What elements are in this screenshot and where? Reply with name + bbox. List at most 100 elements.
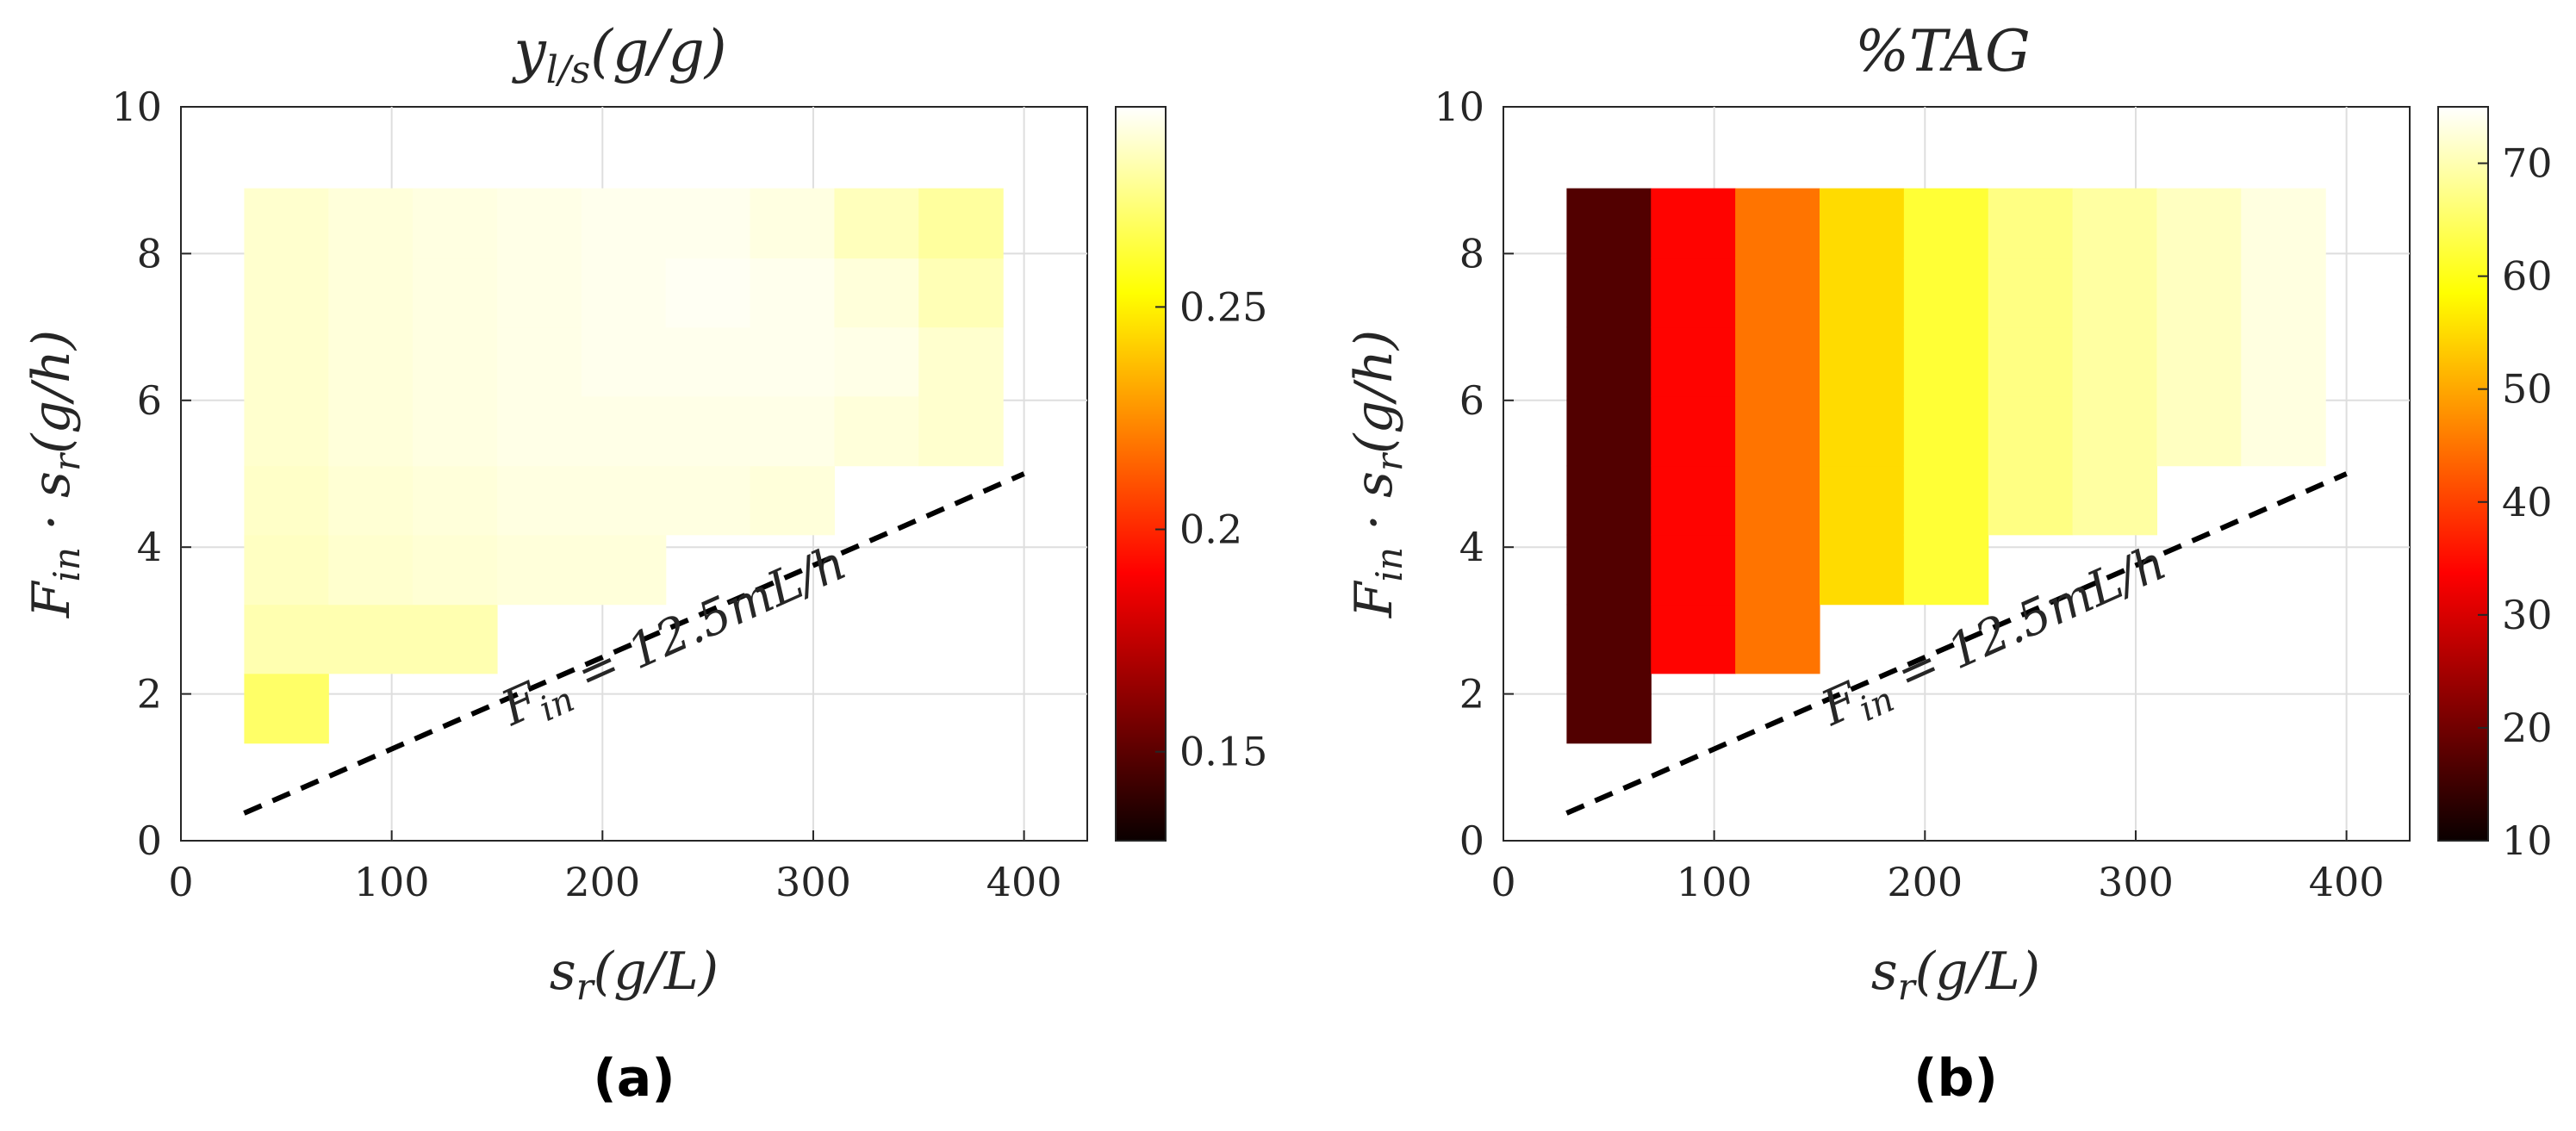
- heatmap-cell: [496, 465, 582, 536]
- colorbar-tick-label: 0.25: [1179, 283, 1267, 330]
- heatmap-cell: [1819, 465, 1905, 536]
- x-tick-label: 400: [986, 859, 1062, 905]
- x-tick-label: 200: [1887, 859, 1963, 905]
- heatmap-cell: [244, 326, 329, 397]
- heatmap-cell: [2072, 258, 2158, 328]
- heatmap-cell: [581, 326, 667, 397]
- panel-b-colorbar: [2437, 106, 2489, 842]
- heatmap-cell: [834, 188, 919, 259]
- y-tick-label: 8: [1459, 230, 1484, 277]
- heatmap-cell: [328, 604, 414, 674]
- x-tick-label: 300: [2098, 859, 2174, 905]
- x-tick-label: 300: [775, 859, 851, 905]
- heatmap-cell: [1651, 534, 1736, 606]
- heatmap-cell: [244, 258, 329, 328]
- heatmap-cell: [244, 604, 329, 674]
- y-tick-label: 2: [137, 671, 162, 718]
- heatmap-cell: [1903, 534, 1989, 606]
- heatmap-cell: [1903, 326, 1989, 397]
- heatmap-cell: [1735, 188, 1820, 259]
- panel-b-cells: [1566, 188, 2326, 744]
- heatmap-cell: [1566, 395, 1652, 467]
- colorbar-tick-label: 40: [2502, 479, 2553, 525]
- y-tick-label: 0: [137, 817, 162, 864]
- heatmap-cell: [1735, 395, 1820, 467]
- y-tick-label: 4: [137, 524, 162, 570]
- heatmap-cell: [665, 395, 751, 467]
- heatmap-cell: [328, 534, 414, 606]
- heatmap-cell: [581, 258, 667, 328]
- heatmap-cell: [2072, 188, 2158, 259]
- heatmap-cell: [496, 258, 582, 328]
- y-tick-label: 6: [1459, 377, 1484, 424]
- heatmap-cell: [2072, 395, 2158, 467]
- y-tick-label: 10: [1434, 84, 1484, 130]
- panel-b-dashed-line: [1565, 471, 2348, 816]
- heatmap-cell: [1819, 534, 1905, 606]
- heatmap-cell: [581, 395, 667, 467]
- heatmap-cell: [1651, 465, 1736, 536]
- heatmap-cell: [918, 326, 1004, 397]
- heatmap-cell: [1988, 258, 2074, 328]
- heatmap-cell: [1903, 395, 1989, 467]
- heatmap-cell: [1988, 465, 2074, 536]
- boundary-line: [1565, 471, 2348, 816]
- heatmap-cell: [665, 188, 751, 259]
- heatmap-cell: [1903, 465, 1989, 536]
- heatmap-cell: [1903, 258, 1989, 328]
- colorbar-tick-label: 50: [2502, 366, 2553, 413]
- y-tick-label: 6: [137, 377, 162, 424]
- heatmap-cell: [2156, 258, 2242, 328]
- heatmap-cell: [918, 395, 1004, 467]
- heatmap-cell: [581, 465, 667, 536]
- y-tick-label: 8: [137, 230, 162, 277]
- heatmap-cell: [834, 395, 919, 467]
- heatmap-cell: [750, 326, 836, 397]
- panel-a-title: yl/s(g/g): [511, 18, 726, 92]
- heatmap-cell: [1651, 326, 1736, 397]
- y-tick-label: 10: [111, 84, 162, 130]
- heatmap-cell: [1903, 188, 1989, 259]
- heatmap-cell: [328, 465, 414, 536]
- panel-a-colorbar: [1115, 106, 1167, 842]
- colorbar-tick-label: 0.15: [1179, 729, 1267, 775]
- panel-a-label: (a): [593, 1048, 675, 1109]
- x-tick-label: 200: [564, 859, 640, 905]
- heatmap-cell: [496, 326, 582, 397]
- heatmap-cell: [1819, 188, 1905, 259]
- heatmap-cell: [244, 673, 329, 744]
- heatmap-cell: [665, 326, 751, 397]
- heatmap-cell: [1735, 534, 1820, 606]
- heatmap-cell: [1566, 534, 1652, 606]
- panel-a-xlabel: sr(g/L): [550, 941, 719, 1008]
- colorbar-tick-label: 30: [2502, 592, 2553, 638]
- panel-b-label: (b): [1913, 1048, 1998, 1109]
- heatmap-cell: [2156, 188, 2242, 259]
- y-tick-label: 4: [1459, 524, 1484, 570]
- heatmap-cell: [413, 604, 498, 674]
- x-tick-label: 400: [2309, 859, 2385, 905]
- x-tick-label: 0: [168, 859, 193, 905]
- panel-a-tick-labels: 0 100 200 300 400 0 2 4 6 8 10: [111, 84, 1061, 905]
- heatmap-cell: [2072, 465, 2158, 536]
- boundary-line: [243, 471, 1025, 816]
- x-tick-label: 0: [1490, 859, 1515, 905]
- heatmap-cell: [750, 465, 836, 536]
- heatmap-cell: [2241, 326, 2326, 397]
- heatmap-cell: [1735, 604, 1820, 674]
- heatmap-cell: [2156, 326, 2242, 397]
- heatmap-cell: [244, 534, 329, 606]
- heatmap-cell: [581, 188, 667, 259]
- heatmap-cell: [665, 258, 751, 328]
- panel-b-title: %TAG: [1855, 18, 2031, 84]
- y-tick-label: 0: [1459, 817, 1484, 864]
- colorbar-tick-label: 10: [2502, 817, 2553, 864]
- heatmap-cell: [1566, 258, 1652, 328]
- heatmap-cell: [750, 258, 836, 328]
- heatmap-cell: [834, 326, 919, 397]
- heatmap-cell: [2241, 258, 2326, 328]
- heatmap-cell: [2241, 188, 2326, 259]
